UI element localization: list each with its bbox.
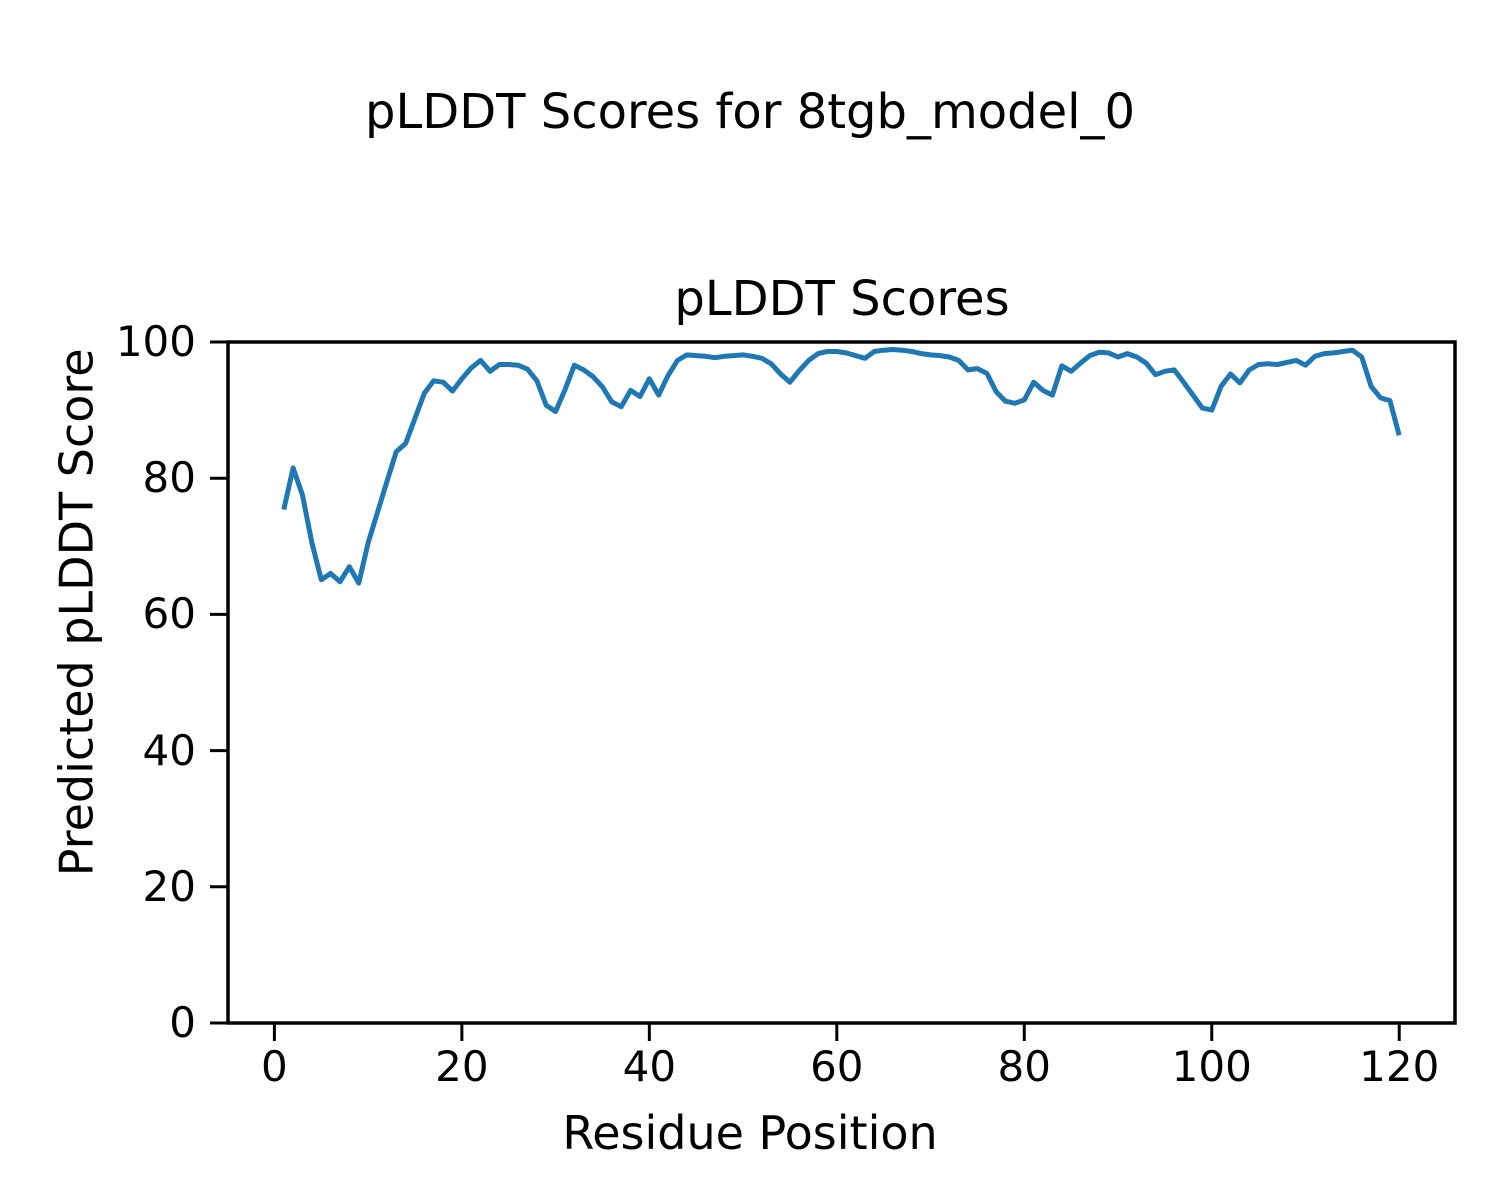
y-tick-label: 80: [142, 453, 196, 503]
x-tick-label: 20: [435, 1042, 489, 1091]
x-tick-label: 60: [810, 1042, 864, 1091]
plddt-line: [281, 347, 1402, 586]
tick-marks: [210, 340, 1401, 1041]
x-axis-label: Residue Position: [562, 1106, 938, 1160]
y-tick-label: 0: [169, 998, 196, 1047]
x-tick-label: 0: [261, 1042, 288, 1091]
figure-title: pLDDT Scores for 8tgb_model_0: [365, 84, 1135, 140]
x-tick-label: 120: [1359, 1042, 1440, 1091]
x-tick-label: 100: [1171, 1042, 1252, 1091]
x-tick-label: 80: [997, 1042, 1051, 1091]
x-tick-label: 40: [622, 1042, 677, 1091]
chart-title: pLDDT Scores: [674, 271, 1010, 327]
y-tick-label: 20: [142, 861, 196, 911]
y-tick-label: 40: [142, 725, 196, 775]
y-tick-label: 100: [115, 317, 196, 366]
y-tick-label: 60: [142, 589, 196, 639]
axes-frame: [226, 340, 1457, 1025]
